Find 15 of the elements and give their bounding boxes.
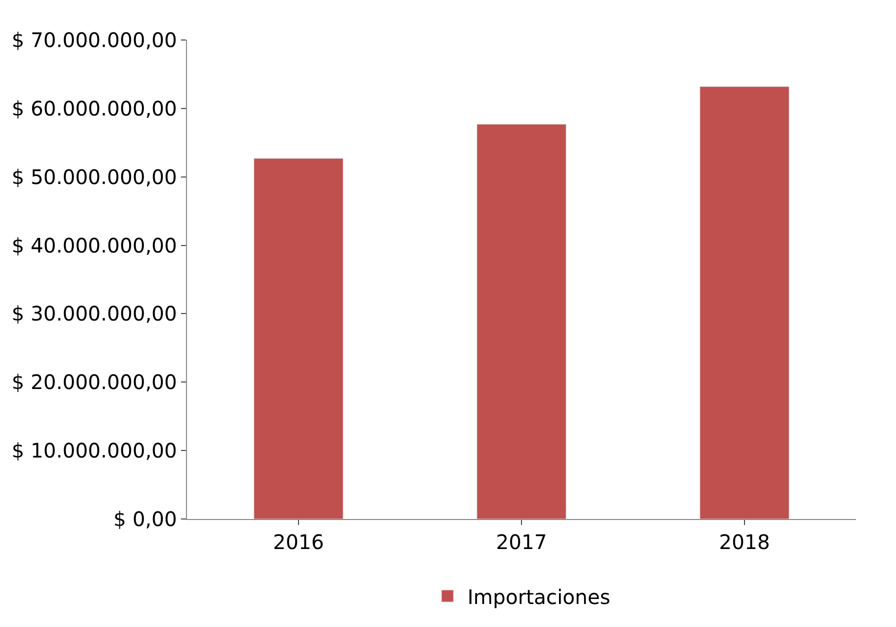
x-tick-label: 2017 <box>496 530 547 554</box>
x-tick-label: 2016 <box>273 530 324 554</box>
x-tick-label: 2018 <box>719 530 770 554</box>
y-tick-label: $ 0,00 <box>113 507 177 531</box>
bar <box>700 86 790 519</box>
y-tick-label: $ 10.000.000,00 <box>12 438 177 463</box>
legend-label: Importaciones <box>468 584 610 609</box>
y-tick-label: $ 20.000.000,00 <box>12 370 177 394</box>
bar <box>254 158 344 519</box>
y-tick-label: $ 70.000.000,00 <box>12 28 177 52</box>
bar <box>476 124 566 519</box>
y-tick-label: $ 40.000.000,00 <box>12 233 177 258</box>
y-tick-label: $ 60.000.000,00 <box>12 96 177 120</box>
y-tick-label: $ 30.000.000,00 <box>12 302 177 326</box>
y-tick-label: $ 50.000.000,00 <box>12 164 177 189</box>
